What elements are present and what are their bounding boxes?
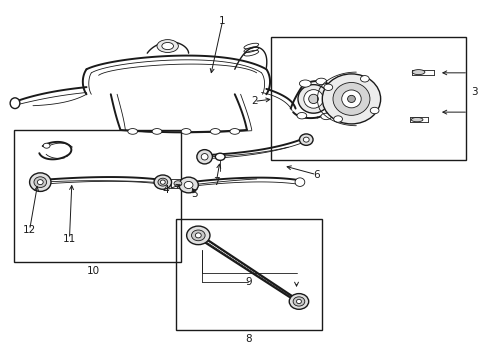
Ellipse shape <box>294 178 304 186</box>
Ellipse shape <box>201 154 207 160</box>
Ellipse shape <box>34 177 46 188</box>
Ellipse shape <box>197 150 212 164</box>
Ellipse shape <box>152 129 162 134</box>
Ellipse shape <box>181 129 191 134</box>
Ellipse shape <box>210 129 220 134</box>
Text: 2: 2 <box>250 96 257 107</box>
Ellipse shape <box>341 90 361 108</box>
Ellipse shape <box>292 297 304 306</box>
Ellipse shape <box>179 177 198 193</box>
Text: 11: 11 <box>62 234 76 244</box>
Ellipse shape <box>308 94 318 104</box>
Ellipse shape <box>315 78 326 85</box>
Ellipse shape <box>229 129 239 134</box>
Ellipse shape <box>10 98 20 109</box>
Ellipse shape <box>369 107 378 114</box>
Ellipse shape <box>43 143 50 148</box>
Ellipse shape <box>186 226 209 245</box>
Ellipse shape <box>191 230 204 241</box>
Polygon shape <box>170 179 185 188</box>
Ellipse shape <box>195 233 201 238</box>
Ellipse shape <box>296 112 306 119</box>
Ellipse shape <box>127 129 137 134</box>
Ellipse shape <box>37 180 43 185</box>
Ellipse shape <box>297 85 328 113</box>
Ellipse shape <box>288 294 308 309</box>
Ellipse shape <box>154 175 171 189</box>
Ellipse shape <box>333 116 342 122</box>
Ellipse shape <box>347 95 355 103</box>
Text: 1: 1 <box>219 16 225 26</box>
Text: 7: 7 <box>213 177 219 187</box>
Ellipse shape <box>329 91 339 99</box>
Text: 6: 6 <box>312 170 319 180</box>
Text: 9: 9 <box>244 277 251 287</box>
Ellipse shape <box>303 90 323 108</box>
Text: 5: 5 <box>191 189 198 199</box>
Ellipse shape <box>158 178 167 186</box>
Ellipse shape <box>296 299 301 303</box>
Ellipse shape <box>162 42 173 50</box>
Ellipse shape <box>184 181 193 189</box>
Ellipse shape <box>157 40 178 53</box>
Ellipse shape <box>299 80 310 87</box>
Ellipse shape <box>410 117 422 122</box>
Ellipse shape <box>30 173 51 192</box>
Ellipse shape <box>299 134 312 145</box>
Text: 8: 8 <box>244 334 251 344</box>
Text: 10: 10 <box>87 266 100 276</box>
Ellipse shape <box>303 137 308 142</box>
Ellipse shape <box>332 82 369 115</box>
Ellipse shape <box>323 84 332 90</box>
Ellipse shape <box>360 76 368 82</box>
Ellipse shape <box>174 181 182 186</box>
Text: 12: 12 <box>23 225 36 235</box>
Ellipse shape <box>322 74 380 124</box>
Text: 4: 4 <box>162 185 169 195</box>
Text: 3: 3 <box>470 87 476 98</box>
Ellipse shape <box>215 153 224 160</box>
Ellipse shape <box>320 113 331 120</box>
Ellipse shape <box>411 69 424 75</box>
Ellipse shape <box>160 180 165 184</box>
